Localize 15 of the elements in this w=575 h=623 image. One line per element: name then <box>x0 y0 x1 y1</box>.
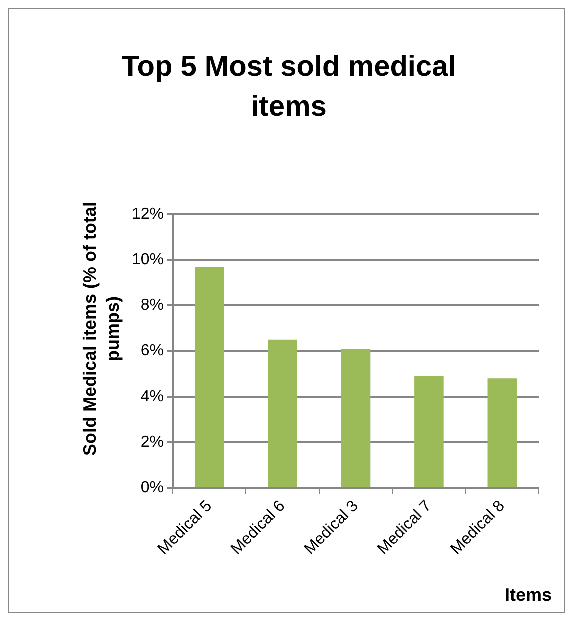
y-axis-title: Sold Medical items (% of total pumps) <box>79 200 124 458</box>
y-tick-label: 10% <box>132 252 164 269</box>
y-tick-label: 4% <box>140 388 164 406</box>
y-tick-label: 2% <box>140 434 164 451</box>
chart-title: Top 5 Most sold medical items <box>120 50 458 125</box>
bar <box>488 378 518 488</box>
y-tick-label: 0% <box>140 479 164 496</box>
bar <box>268 340 298 488</box>
bar <box>341 349 371 488</box>
y-tick-label: 6% <box>140 342 164 360</box>
x-axis-title: Items <box>504 585 552 606</box>
bar <box>194 267 224 488</box>
bar <box>414 376 444 488</box>
y-tick-label: 12% <box>132 206 164 224</box>
y-tick-label: 8% <box>140 297 164 314</box>
